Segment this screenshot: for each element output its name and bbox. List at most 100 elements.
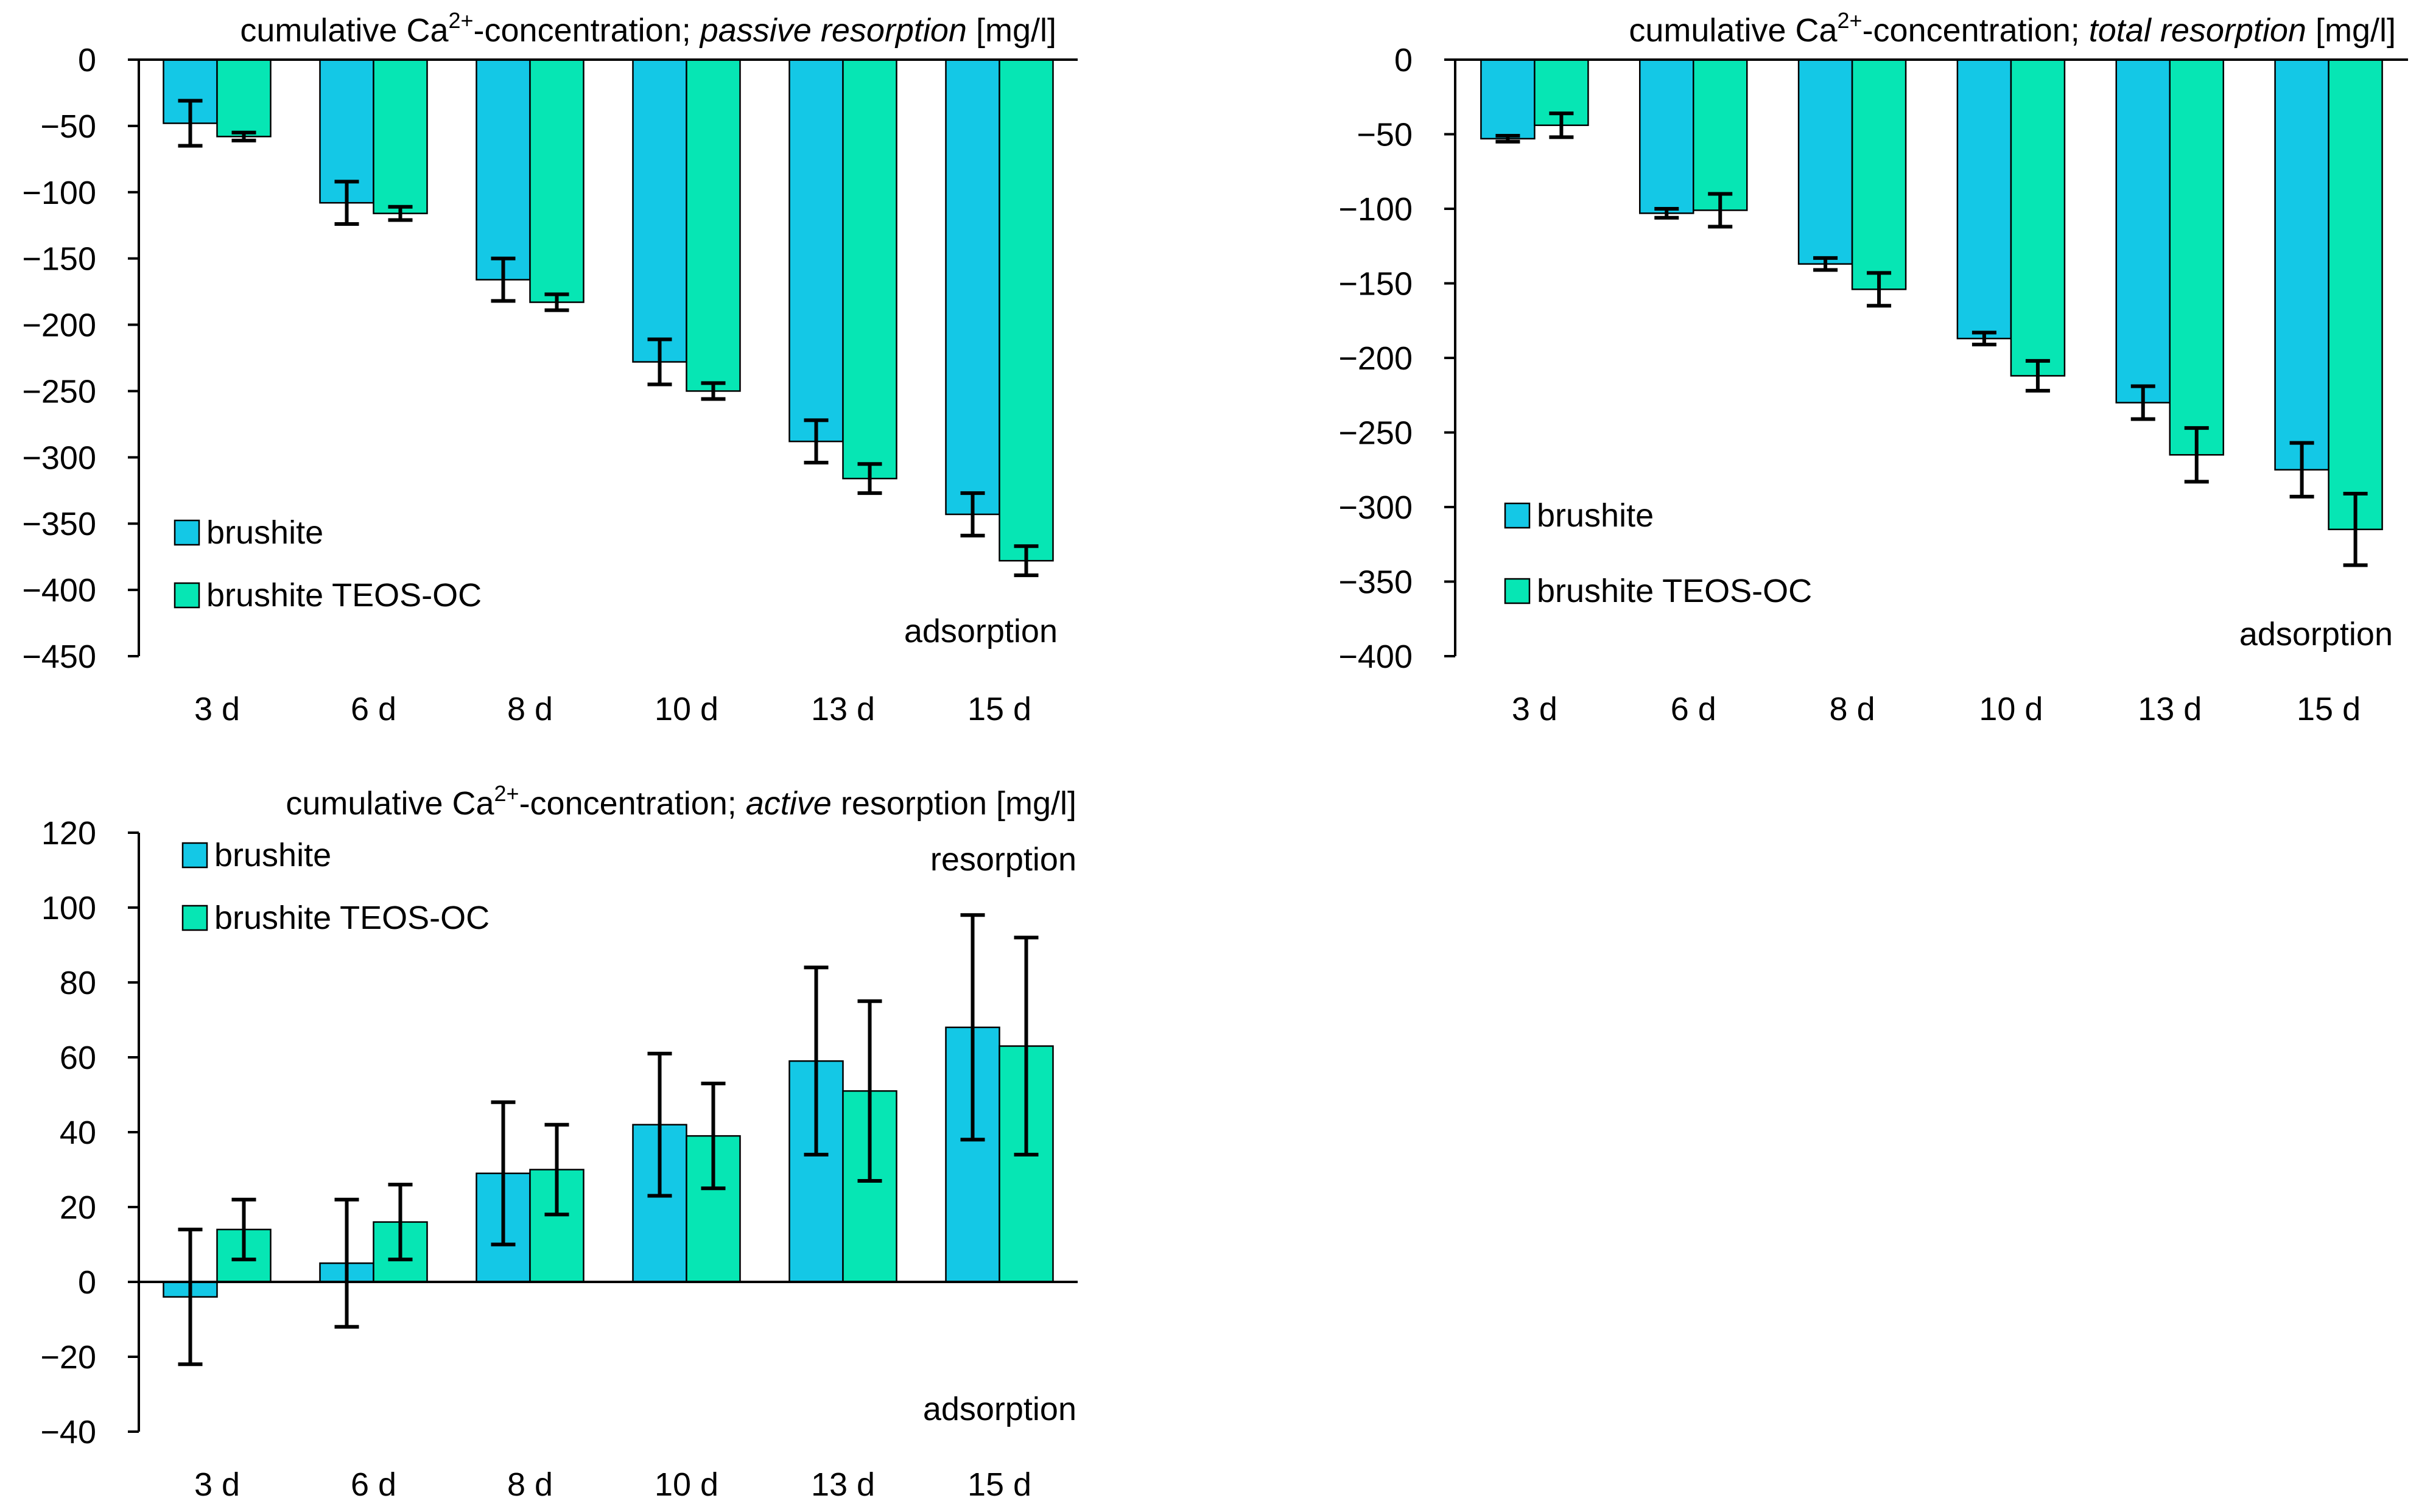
y-tick-label: −400 [1338, 639, 1413, 675]
y-tick-label: 0 [78, 42, 96, 79]
x-tick-label: 6 d [1671, 691, 1716, 727]
legend-swatch [174, 519, 200, 546]
bar-brushite-15d [945, 58, 1000, 516]
annotation-adsorption: adsorption [923, 1391, 1076, 1427]
y-tick-label: −40 [40, 1414, 96, 1451]
title-italic: active [746, 785, 832, 822]
bar-brushite-teos-oc-13d [842, 58, 897, 480]
error-bar [647, 337, 672, 387]
bar-brushite-teos-oc-13d [2169, 58, 2224, 456]
error-bar [804, 965, 829, 1157]
x-tick-label: 8 d [507, 1466, 553, 1503]
bar-brushite-teos-oc-10d [2010, 58, 2066, 377]
bar-brushite-15d [2274, 58, 2329, 471]
legend-label: brushite [1537, 497, 1654, 534]
x-tick-label: 15 d [967, 1466, 1031, 1503]
error-bar [178, 1227, 203, 1367]
error-bar [1495, 133, 1520, 144]
bar-brushite-8d [1797, 58, 1853, 265]
x-tick-label: 3 d [1512, 691, 1557, 727]
error-bar [2184, 426, 2209, 484]
error-bar [388, 1183, 413, 1262]
title-prefix: cumulative Ca [1629, 12, 1838, 49]
error-bar [491, 1100, 516, 1247]
x-tick-label: 13 d [2138, 691, 2202, 727]
bar-brushite-10d [632, 58, 687, 363]
y-tick-label: −200 [1338, 340, 1413, 377]
error-bar [1549, 111, 1574, 139]
error-bar [2289, 441, 2314, 499]
bar-brushite-6d [1639, 58, 1694, 214]
chart-passive: cumulative Ca2+-concentration; passive r… [22, 8, 1078, 727]
bar-brushite-13d [2115, 58, 2171, 404]
y-tick-label: 0 [78, 1264, 96, 1301]
bar-brushite-8d [476, 58, 531, 281]
bar-brushite-teos-oc-6d [1693, 58, 1748, 211]
error-bar [231, 130, 256, 142]
legend-label: brushite [206, 514, 323, 551]
title-prefix: cumulative Ca [240, 12, 449, 49]
title-superscript: 2+ [448, 8, 473, 33]
y-tick-label: −50 [1357, 117, 1413, 153]
bar-brushite-teos-oc-10d [686, 58, 741, 392]
error-bar [178, 99, 203, 148]
legend-swatch [181, 842, 208, 869]
error-bar [388, 205, 413, 222]
title-middle: -concentration; [474, 12, 700, 49]
y-tick-label: 40 [60, 1115, 96, 1151]
x-tick-label: 10 d [655, 1466, 718, 1503]
bar-brushite-teos-oc-15d [999, 58, 1054, 562]
y-tick-label: −300 [22, 439, 96, 476]
bar-brushite-3d [1480, 58, 1536, 140]
y-tick-label: 60 [60, 1040, 96, 1076]
x-tick-label: 13 d [811, 1466, 875, 1503]
error-bar [1813, 256, 1838, 272]
error-bar [2130, 384, 2155, 421]
y-tick-label: 100 [41, 890, 96, 926]
legend-swatch [1504, 578, 1531, 604]
error-bar [1654, 207, 1679, 220]
title-unit: [mg/l] [2306, 12, 2396, 49]
error-bar [857, 999, 882, 1183]
chart-total: cumulative Ca2+-concentration; total res… [1338, 8, 2408, 727]
y-tick-label: −350 [1338, 564, 1413, 601]
error-bar [701, 381, 726, 401]
error-bar [334, 180, 359, 226]
x-tick-label: 13 d [811, 691, 875, 727]
error-bar [1708, 192, 1733, 229]
error-bar [2343, 491, 2368, 567]
legend-label: brushite TEOS-OC [206, 577, 482, 614]
legend-label: brushite TEOS-OC [1537, 573, 1812, 609]
y-tick-label: 20 [60, 1189, 96, 1226]
bar-brushite-teos-oc-3d [216, 58, 272, 138]
legend-label: brushite TEOS-OC [214, 900, 490, 936]
x-tick-label: 15 d [2297, 691, 2361, 727]
y-tick-label: 120 [41, 815, 96, 852]
title-italic: passive resorption [699, 12, 967, 49]
legend-swatch [1504, 502, 1531, 529]
y-tick-label: −100 [22, 175, 96, 211]
x-tick-label: 3 d [194, 1466, 240, 1503]
legend-label: brushite [214, 837, 331, 873]
error-bar [857, 462, 882, 495]
y-tick-label: −150 [1338, 266, 1413, 303]
title-middle: -concentration; [519, 785, 746, 822]
bar-brushite-teos-oc-15d [2328, 58, 2383, 530]
y-tick-label: 80 [60, 965, 96, 1001]
chart-title: cumulative Ca2+-concentration; passive r… [240, 8, 1056, 49]
error-bar [647, 1051, 672, 1198]
x-tick-label: 3 d [194, 691, 240, 727]
y-tick-label: −450 [22, 639, 96, 675]
chart-active: cumulative Ca2+-concentration; active re… [40, 781, 1078, 1503]
annotation-adsorption: adsorption [2239, 616, 2393, 653]
title-superscript: 2+ [1838, 8, 1863, 33]
error-bar [960, 491, 985, 537]
annotation-resorption: resorption [930, 841, 1076, 878]
x-tick-label: 8 d [507, 691, 553, 727]
bar-brushite-teos-oc-6d [373, 58, 428, 214]
title-italic: total resorption [2089, 12, 2306, 49]
x-tick-label: 15 d [967, 691, 1031, 727]
error-bar [1867, 271, 1892, 308]
bar-brushite-13d [788, 58, 844, 443]
